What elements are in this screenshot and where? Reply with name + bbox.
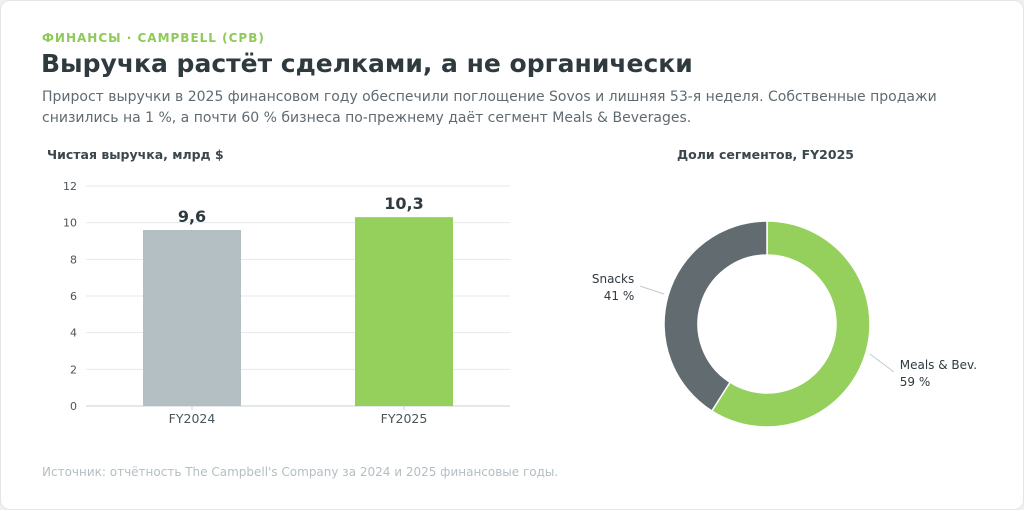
slice-value-label: 41 % [604,289,635,303]
y-tick-label: 6 [70,290,77,303]
y-tick-label: 2 [70,363,77,376]
source-note: Источник: отчётность The Campbell's Comp… [42,465,559,479]
slice-label: Snacks [592,272,634,286]
leader-line [869,353,895,373]
y-tick-label: 4 [70,327,77,340]
donut-slice [663,220,768,413]
donut-slice [710,220,871,428]
bar-value-label: 9,6 [178,207,206,226]
section-kicker: ФИНАНСЫ · CAMPBELL (CPB) [42,31,265,45]
bar-value-label: 10,3 [384,194,423,213]
leader-line [640,285,665,295]
bar [143,230,241,406]
x-tick-label: FY2024 [169,411,216,426]
donut-chart-title: Доли сегментов, FY2025 [677,147,854,162]
bar-chart-title: Чистая выручка, млрд $ [47,147,224,162]
slice-value-label: 59 % [900,375,931,389]
y-tick-label: 12 [63,180,77,193]
y-tick-label: 8 [70,253,77,266]
y-tick-label: 0 [70,400,77,413]
y-tick-label: 10 [63,217,77,230]
x-tick-label: FY2025 [381,411,428,426]
slice-label: Meals & Bev. [900,358,977,372]
page-subtitle: Прирост выручки в 2025 финансовом году о… [42,89,937,126]
bar [355,217,453,406]
page-title: Выручка растёт сделками, а не органическ… [41,49,693,78]
